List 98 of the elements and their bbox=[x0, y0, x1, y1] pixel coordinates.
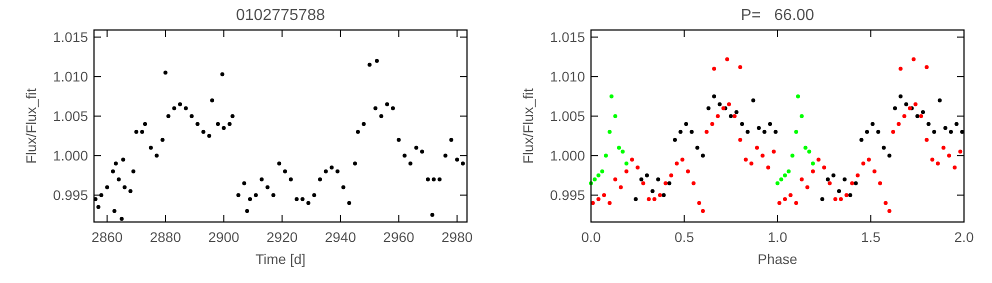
point bbox=[779, 177, 784, 182]
point bbox=[782, 173, 787, 178]
point bbox=[820, 197, 824, 202]
point bbox=[915, 114, 920, 118]
y-tick-label: 0.995 bbox=[52, 187, 88, 204]
y-axis-title: Flux/Flux_fit bbox=[23, 88, 39, 164]
point bbox=[695, 146, 700, 150]
x-tick-label: 1.5 bbox=[861, 229, 881, 245]
point bbox=[608, 130, 612, 134]
x-tick-label: 2980 bbox=[442, 229, 473, 245]
point bbox=[768, 122, 772, 126]
y-tick-label: 0.995 bbox=[550, 187, 586, 204]
point bbox=[592, 177, 597, 182]
point bbox=[790, 154, 794, 158]
point bbox=[706, 106, 710, 110]
point bbox=[690, 130, 694, 134]
point bbox=[826, 177, 830, 182]
point bbox=[604, 154, 608, 158]
point bbox=[762, 130, 766, 134]
point bbox=[932, 130, 936, 134]
x-tick-label: 0.5 bbox=[674, 229, 694, 245]
y-tick-label: 1.015 bbox=[550, 29, 586, 46]
point bbox=[898, 94, 903, 98]
point bbox=[943, 126, 948, 130]
x-tick-label: 2940 bbox=[324, 229, 356, 245]
point bbox=[644, 173, 649, 178]
point bbox=[740, 122, 744, 126]
point bbox=[596, 173, 600, 178]
point bbox=[672, 138, 677, 142]
point bbox=[700, 154, 705, 158]
y-tick-label: 1.010 bbox=[52, 68, 88, 85]
y-tick-label: 1.005 bbox=[550, 108, 586, 124]
point bbox=[831, 173, 836, 178]
point bbox=[904, 102, 908, 106]
point bbox=[600, 169, 604, 174]
point bbox=[620, 150, 625, 154]
point bbox=[796, 94, 800, 98]
x-axis-title: Phase bbox=[758, 251, 798, 267]
point bbox=[656, 177, 660, 182]
point bbox=[712, 94, 716, 98]
point bbox=[882, 146, 886, 150]
x-tick-label: 2860 bbox=[92, 229, 123, 245]
chart-title: 0102775788 bbox=[236, 7, 326, 24]
x-tick-label: 2960 bbox=[383, 229, 415, 245]
y-tick-label: 1.005 bbox=[52, 108, 88, 124]
point bbox=[810, 162, 815, 166]
point bbox=[734, 110, 738, 114]
point bbox=[613, 114, 618, 118]
point bbox=[854, 181, 858, 186]
point bbox=[842, 177, 847, 182]
point bbox=[610, 94, 614, 98]
point bbox=[776, 181, 780, 186]
y-tick-label: 1.000 bbox=[52, 148, 88, 164]
point bbox=[756, 126, 761, 130]
point bbox=[616, 146, 621, 150]
point bbox=[751, 98, 756, 102]
point bbox=[859, 138, 864, 142]
y-tick-label: 1.000 bbox=[550, 148, 586, 164]
point bbox=[678, 130, 683, 134]
point bbox=[786, 169, 791, 174]
y-axis-title: Flux/Flux_fit bbox=[520, 88, 536, 164]
point bbox=[870, 122, 875, 126]
x-tick-label: 0.0 bbox=[581, 229, 601, 245]
point bbox=[624, 162, 628, 166]
point bbox=[794, 130, 798, 134]
point bbox=[876, 130, 880, 134]
point bbox=[634, 197, 638, 202]
x-tick-label: 2880 bbox=[150, 229, 182, 245]
point bbox=[920, 110, 925, 114]
point bbox=[803, 146, 808, 150]
point bbox=[954, 122, 959, 126]
point bbox=[662, 193, 666, 198]
point bbox=[774, 130, 778, 134]
point bbox=[650, 189, 655, 194]
point bbox=[728, 114, 733, 118]
x-tick-label: 2900 bbox=[208, 229, 240, 245]
point bbox=[837, 189, 842, 194]
point bbox=[639, 177, 644, 182]
y-tick-label: 1.015 bbox=[52, 29, 88, 46]
point bbox=[887, 154, 892, 158]
x-tick-label: 2920 bbox=[266, 229, 298, 245]
chart-title: P= 66.00 bbox=[740, 7, 814, 24]
point bbox=[684, 122, 688, 126]
point bbox=[807, 150, 812, 154]
point bbox=[718, 102, 722, 106]
point bbox=[948, 130, 953, 134]
x-tick-label: 2.0 bbox=[954, 229, 974, 245]
point bbox=[848, 193, 852, 198]
point bbox=[667, 181, 672, 186]
point bbox=[892, 106, 897, 110]
y-tick-label: 1.010 bbox=[550, 68, 586, 85]
point bbox=[926, 122, 931, 126]
point bbox=[865, 130, 870, 134]
x-axis-title: Time [d] bbox=[255, 251, 306, 267]
point bbox=[938, 98, 942, 102]
x-tick-label: 1.0 bbox=[768, 229, 788, 245]
point bbox=[800, 114, 804, 118]
point bbox=[746, 130, 750, 134]
